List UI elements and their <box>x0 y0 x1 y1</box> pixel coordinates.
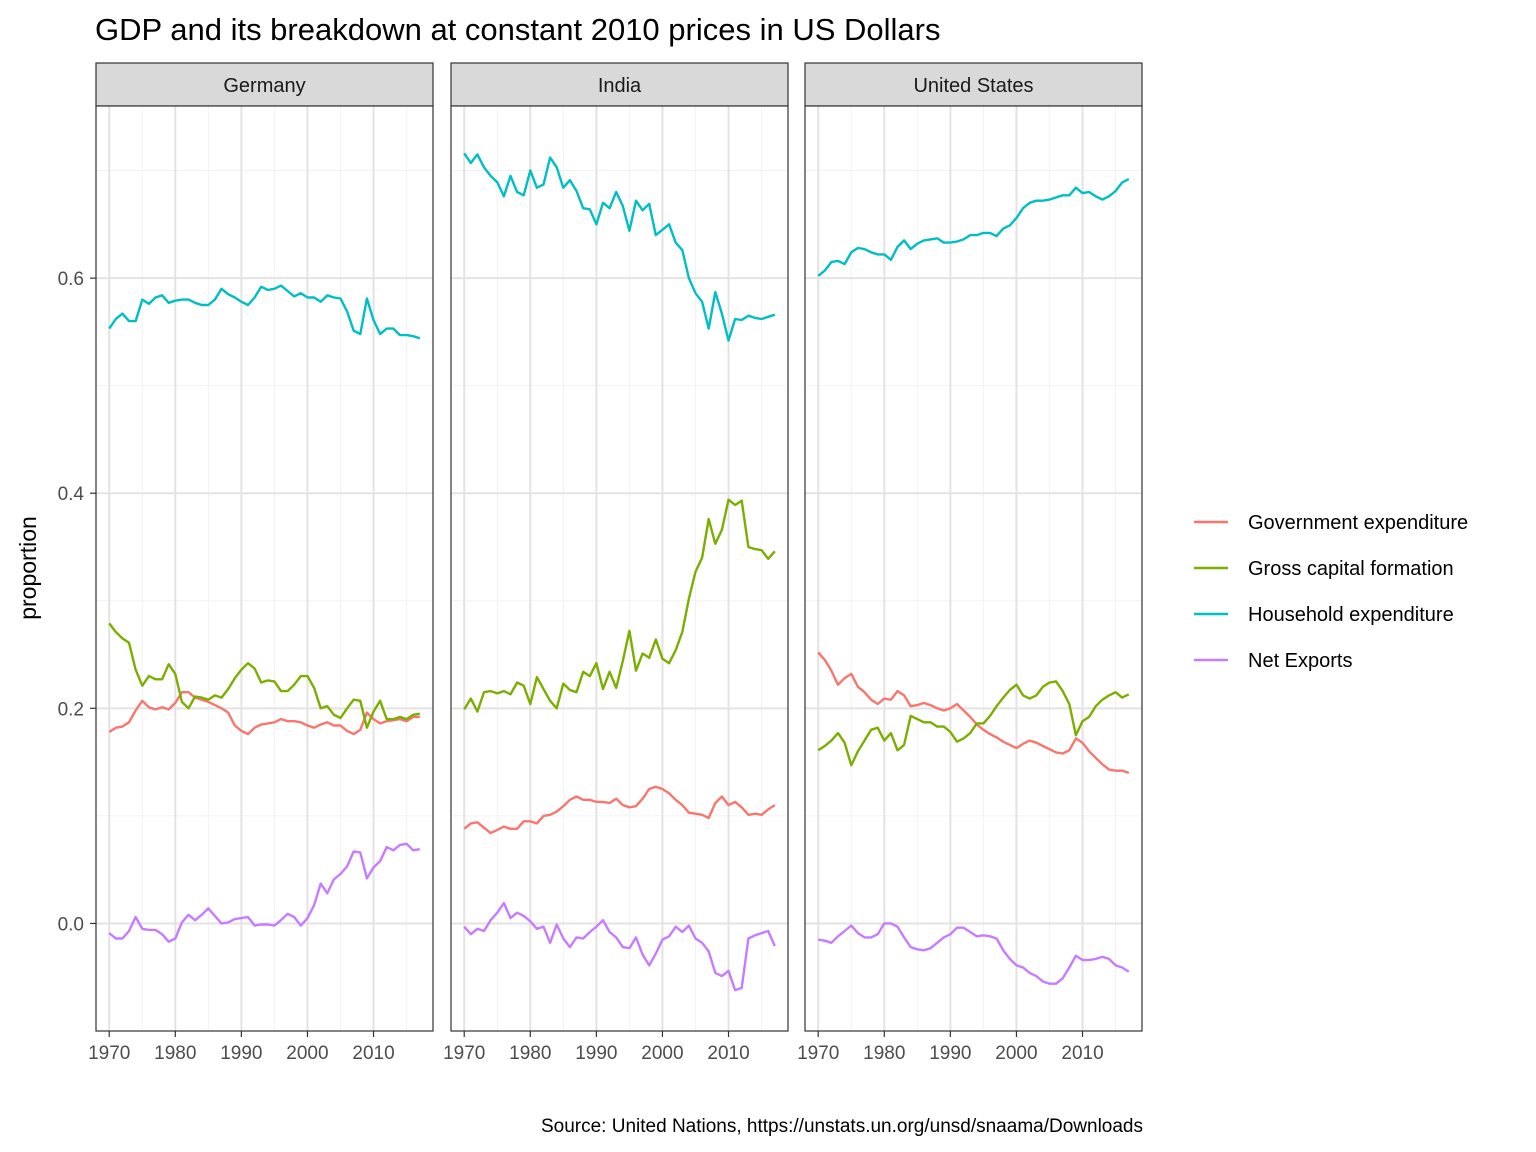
facet-strip-germany <box>95 62 434 107</box>
x-tick-label: 1980 <box>863 1043 905 1064</box>
plot-area-india <box>451 106 788 1031</box>
series-line-united-states-gross-capital-formation <box>817 680 1130 767</box>
chart-title: GDP and its breakdown at constant 2010 p… <box>95 12 940 47</box>
x-tick-label: 2010 <box>352 1043 394 1064</box>
plot-area-germany <box>96 106 433 1031</box>
series-line-india-government-expenditure <box>463 785 776 835</box>
x-tick-label: 1970 <box>443 1043 485 1064</box>
x-tick-label: 2000 <box>286 1043 328 1064</box>
series-line-germany-gross-capital-formation <box>108 622 420 729</box>
series-line-germany-government-expenditure <box>108 691 420 736</box>
series-line-united-states-household-expenditure <box>817 178 1130 277</box>
legend-label-household-expenditure: Household expenditure <box>1248 604 1454 626</box>
x-tick-label: 1990 <box>220 1043 262 1064</box>
x-tick-label: 1980 <box>154 1043 196 1064</box>
y-tick-label: 0.6 <box>58 269 84 290</box>
panel-united-states: United States 1970 1980 1990 2000 2010 <box>797 62 1143 1064</box>
y-axis-title: proportion <box>15 516 41 620</box>
legend-label-government-expenditure: Government expenditure <box>1248 512 1468 534</box>
x-tick-label: 2010 <box>707 1043 749 1064</box>
panel-germany: Germany 1970 1980 1990 2000 2010 0.0 0.2 0.4 0.6 <box>58 62 434 1064</box>
series-line-india-gross-capital-formation <box>463 498 776 713</box>
panel-india: India 1970 1980 1990 2000 2010 <box>443 62 789 1064</box>
panel-border-united-states <box>804 105 1143 1032</box>
facet-strip-united-states <box>804 62 1143 107</box>
y-tick-label: 0.4 <box>58 484 85 505</box>
panels: Germany 1970 1980 1990 2000 2010 0.0 0.2 0.4 0.6 I… <box>58 62 1143 1064</box>
x-tick-label: 1970 <box>797 1043 839 1064</box>
series-line-germany-net-exports <box>108 842 420 943</box>
chart-caption: Source: United Nations, https://unstats.… <box>541 1116 1143 1137</box>
x-tick-label: 1980 <box>509 1043 551 1064</box>
legend-item-household-expenditure: Household expenditure <box>1194 604 1454 626</box>
legend-item-government-expenditure: Government expenditure <box>1194 512 1468 534</box>
facet-label-india: India <box>598 75 642 97</box>
x-tick-label: 2010 <box>1061 1043 1103 1064</box>
facet-strip-india <box>450 62 789 107</box>
x-tick-label: 1970 <box>88 1043 130 1064</box>
series-line-united-states-government-expenditure <box>817 651 1130 775</box>
x-tick-label: 2000 <box>995 1043 1037 1064</box>
x-tick-label: 1990 <box>929 1043 971 1064</box>
x-tick-label: 1990 <box>575 1043 617 1064</box>
series-line-germany-household-expenditure <box>108 284 421 340</box>
plot-area-united-states <box>805 106 1142 1031</box>
legend-label-net-exports: Net Exports <box>1248 650 1352 672</box>
panel-border-germany <box>95 105 434 1032</box>
facet-label-germany: Germany <box>223 75 305 97</box>
legend: Government expenditure Gross capital form… <box>1194 512 1468 672</box>
y-tick-label: 0.2 <box>58 699 84 720</box>
legend-label-gross-capital-formation: Gross capital formation <box>1248 558 1454 580</box>
series-line-india-household-expenditure <box>463 152 776 342</box>
x-tick-label: 2000 <box>641 1043 683 1064</box>
legend-item-net-exports: Net Exports <box>1194 650 1352 672</box>
facet-label-united-states: United States <box>913 75 1033 97</box>
y-tick-label: 0.0 <box>58 914 84 935</box>
series-line-india-net-exports <box>463 901 776 992</box>
legend-item-gross-capital-formation: Gross capital formation <box>1194 558 1454 580</box>
series-line-united-states-net-exports <box>818 922 1130 985</box>
panel-border-india <box>450 105 789 1032</box>
